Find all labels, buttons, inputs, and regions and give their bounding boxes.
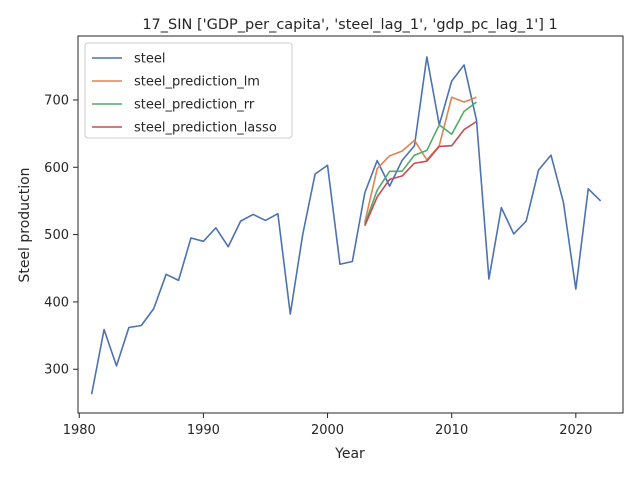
x-tick-label: 2000 <box>311 423 344 438</box>
y-tick-label: 600 <box>44 161 69 176</box>
series-layer <box>90 56 602 395</box>
legend-box <box>84 42 293 139</box>
x-tick-label: 1990 <box>187 423 220 438</box>
series-line-steel <box>90 56 602 395</box>
series-line-steel-prediction-lm <box>364 96 477 223</box>
x-tick-label: 2010 <box>435 423 468 438</box>
y-tick-label: 700 <box>44 93 69 108</box>
plot-frame <box>77 35 624 414</box>
legend-label: steel_prediction_lm <box>134 75 260 90</box>
x-axis: 1980 1990 2000 2010 2020 <box>63 413 592 438</box>
chart-title: 17_SIN ['GDP_per_capita', 'steel_lag_1',… <box>142 17 557 33</box>
legend-label: steel_prediction_lasso <box>134 121 277 136</box>
series-line-steel-prediction-lasso <box>364 120 477 227</box>
y-tick-label: 400 <box>44 295 69 310</box>
y-axis-label: Steel production <box>17 167 33 282</box>
legend-label: steel <box>134 52 165 67</box>
x-axis-label: Year <box>334 446 365 462</box>
y-tick-label: 300 <box>44 363 69 378</box>
x-tick-label: 2020 <box>559 423 592 438</box>
legend-label: steel_prediction_rr <box>134 98 255 113</box>
series-line-steel-prediction-rr <box>364 101 477 225</box>
y-axis: 300 400 500 600 700 <box>44 93 78 378</box>
legend: steel steel_prediction_lm steel_prediction… <box>84 42 293 139</box>
y-tick-label: 500 <box>44 228 69 243</box>
x-tick-label: 1980 <box>63 423 96 438</box>
